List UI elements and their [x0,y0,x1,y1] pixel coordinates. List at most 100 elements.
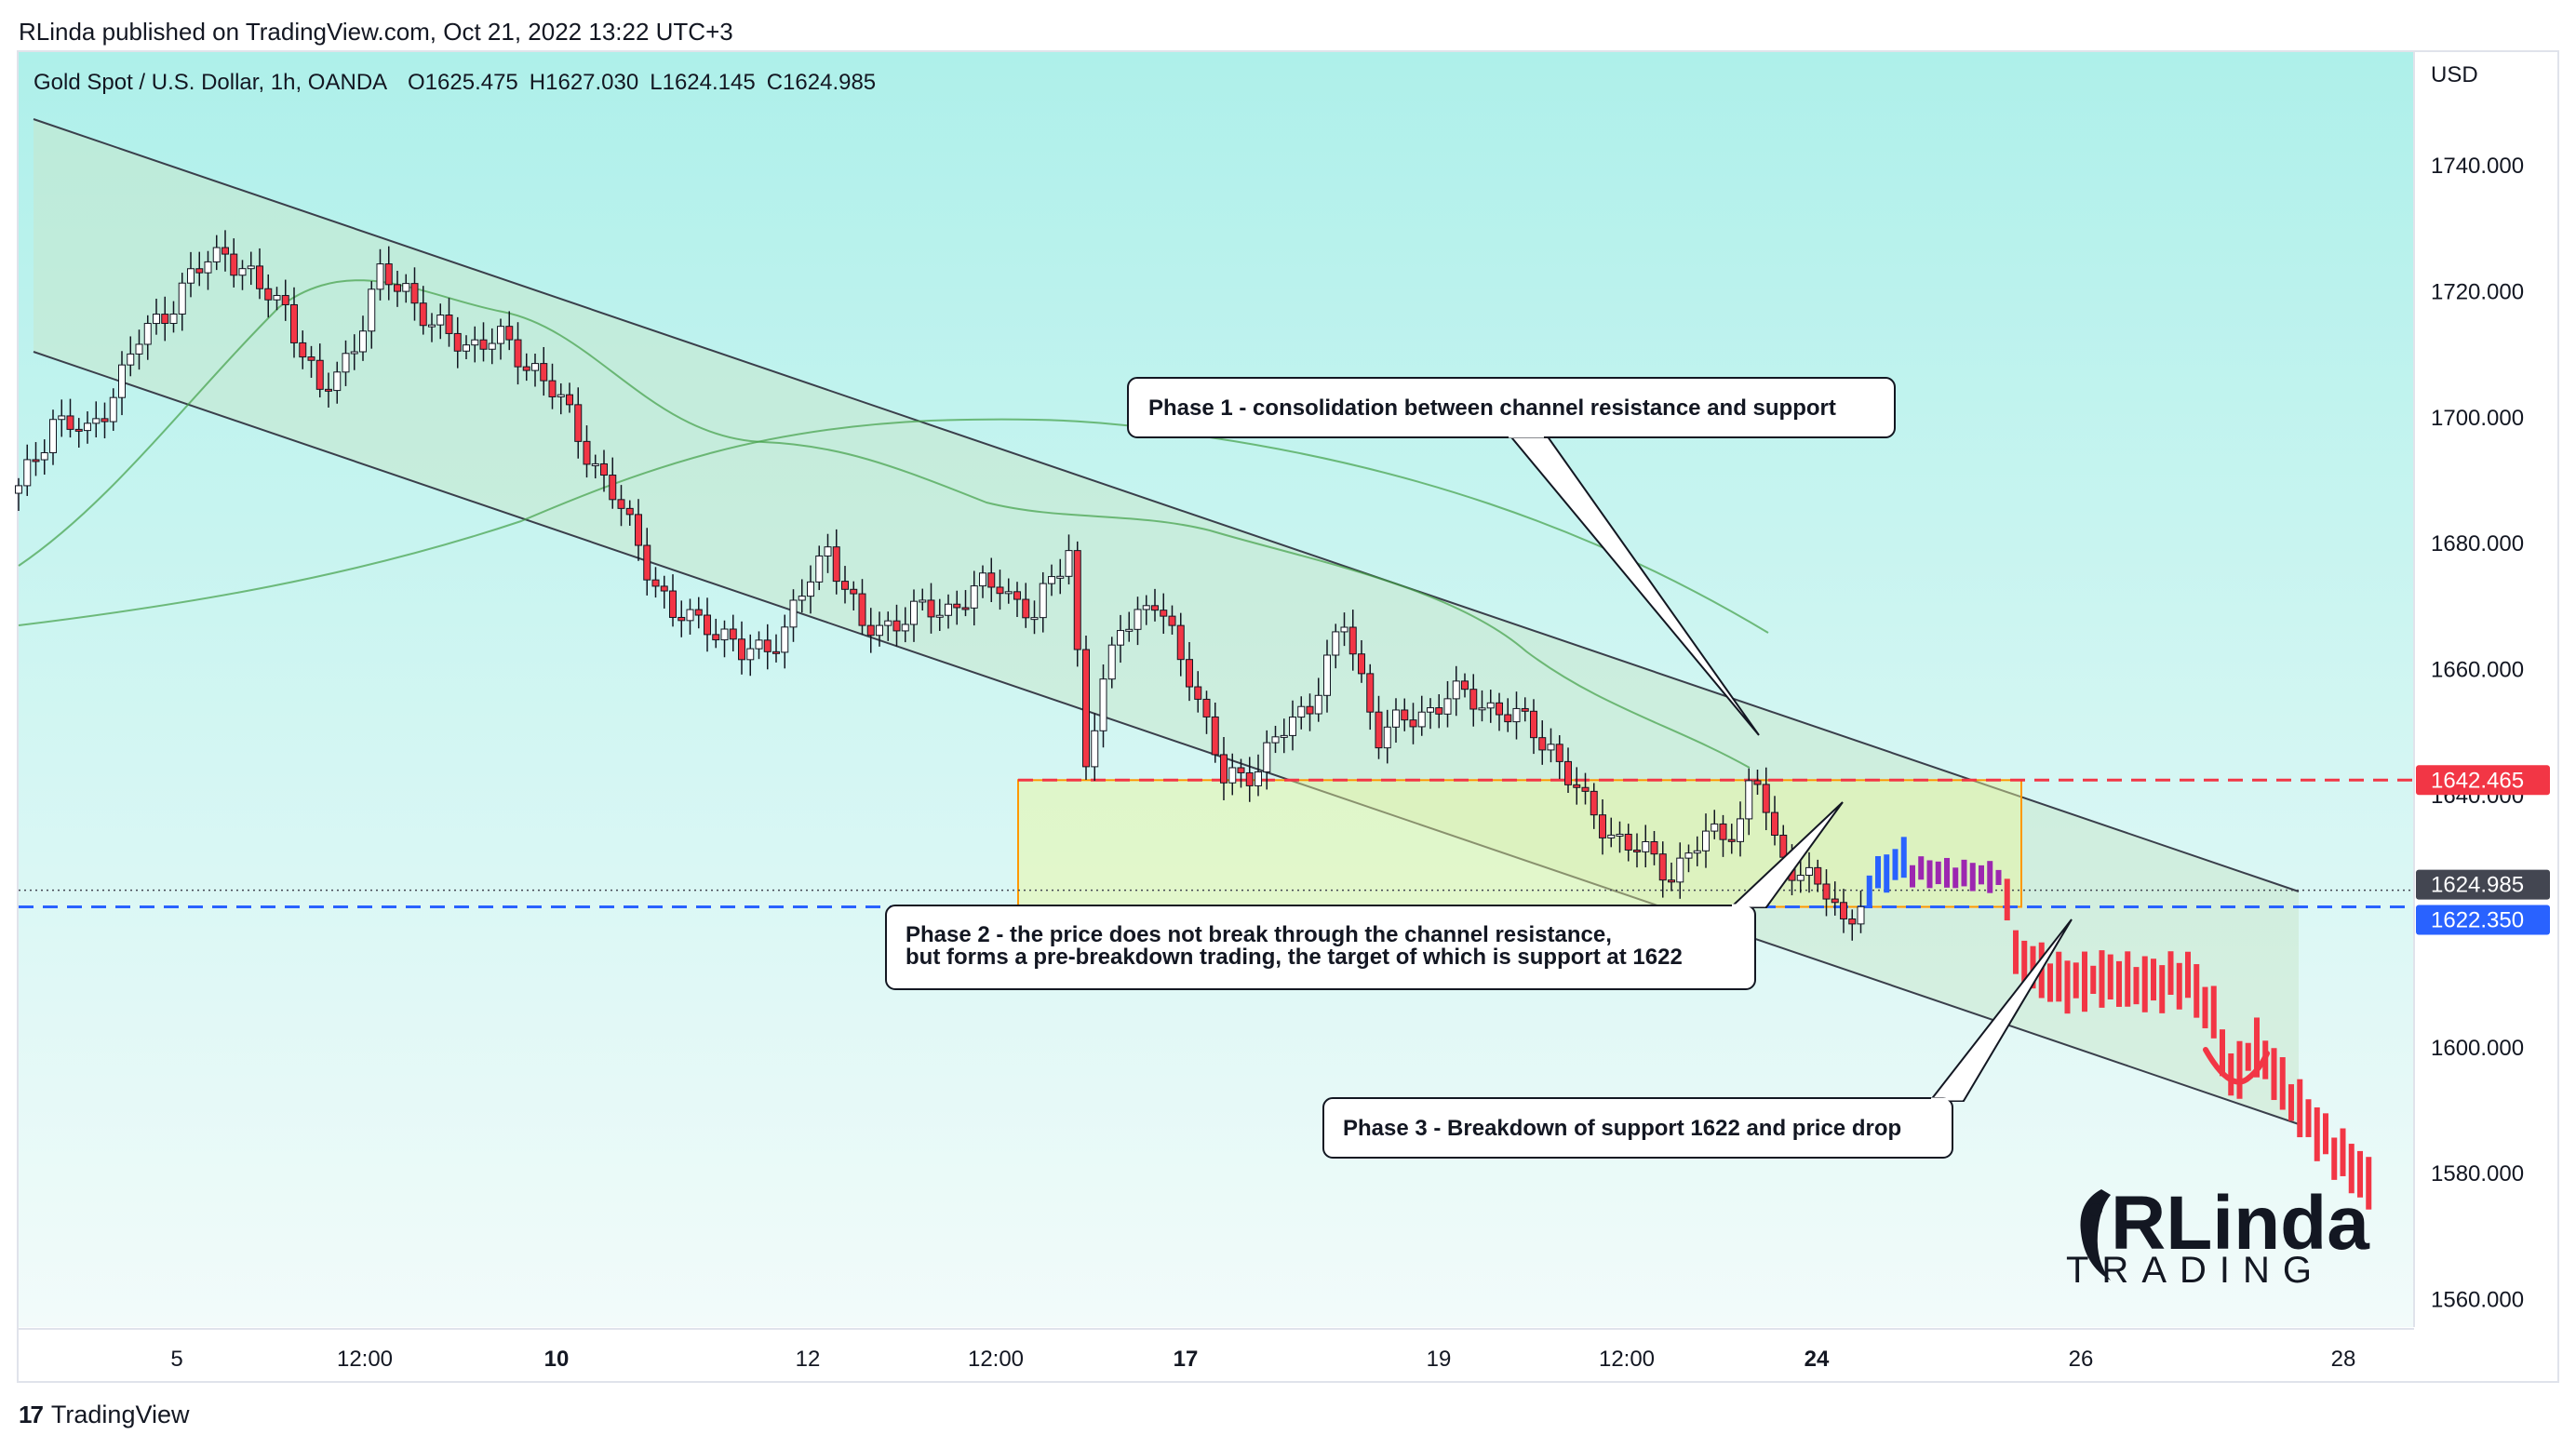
candle-bear [1176,624,1185,661]
time-axis[interactable]: 5 12:00 10 12 12:00 17 19 12:00 24 26 28 [19,1327,2414,1381]
forecast-bar-red [2073,962,2079,999]
forecast-bar-blue [1866,875,1872,906]
time-tick-label: 12:00 [1599,1347,1655,1372]
forecast-bar-red [2314,1107,2320,1161]
candle-bull [746,648,755,661]
candle-bull [1642,840,1650,852]
candle-bear [1633,849,1641,852]
forecast-bar-red [2004,878,2010,921]
candle-bear [445,315,453,334]
forecast-bar-red [2194,964,2200,1018]
forecast-bar-purple [1926,860,1933,889]
symbol-title: Gold Spot / U.S. Dollar, 1h, OANDA [34,70,387,95]
candle-bear [195,268,204,274]
candle-bear [394,284,401,292]
candle-bear [1375,711,1383,749]
phase3-text: Phase 3 - Breakdown of support 1622 and … [1343,1116,1901,1141]
chart-frame[interactable] [17,50,2559,1383]
candle-bull [1142,605,1150,610]
candle-bear [1719,823,1727,840]
candle-bear [892,620,901,632]
price-axis[interactable]: USD 1740.000 1720.000 1700.000 1680.000 1660… [2413,52,2557,1396]
time-tick-label: 10 [544,1347,570,1372]
tradingview-footer[interactable]: 17 TradingView [19,1396,190,1433]
candle-bull [40,451,48,461]
candle-bull [376,263,384,290]
chart-canvas[interactable]: Phase 1 - consolidation between channel … [0,0,2576,1396]
candle-bear [660,585,668,592]
candle-bear [772,650,780,654]
candle-bear [1831,898,1839,904]
candle-bull [273,295,281,301]
phase2-text-line1: Phase 2 - the price does not break throu… [906,922,1612,947]
forecast-bar-red [2202,986,2208,1028]
candle-bear [617,499,625,509]
candle-bull [1684,852,1693,859]
candle-bear [74,428,83,432]
candle-bear [290,303,298,343]
candle-bull [1702,830,1710,851]
price-tag-bg [2416,765,2550,796]
candle-bull [557,394,565,397]
price-tick-label: 1720.000 [2431,279,2524,304]
candle-bull [463,344,470,352]
candle-bear [678,616,686,622]
candle-bear [1082,649,1090,768]
time-tick-label: 28 [2331,1347,2356,1372]
candle-bear [1186,659,1193,688]
candle-bear [1461,680,1469,690]
candle-bear [1658,853,1667,881]
candle-bull [884,620,892,626]
forecast-bar-red [2210,985,2217,1039]
price-tag-label: 1624.985 [2431,873,2524,898]
candle-bull [1443,698,1452,715]
candle-bear [101,418,109,422]
candle-bear [1401,709,1409,721]
candle-bear [625,507,634,516]
candle-bull [1745,780,1753,820]
forecast-bar-red [2254,1017,2260,1078]
candle-bull [488,342,496,350]
candle-bear [1840,902,1847,919]
forecast-bar-red [2236,1040,2243,1099]
candle-bear [1504,714,1512,723]
forecast-bar-purple [1918,856,1925,880]
candle-bull [471,339,479,346]
candle-bull [1117,630,1124,646]
candle-bull [824,546,832,556]
candle-bull [1048,576,1055,584]
candlesticks [15,230,1865,941]
ohlc-open: 1625.475 [425,70,518,95]
candle-bull [1056,575,1065,579]
candle-bear [643,544,651,581]
candle-bear [66,415,74,430]
candle-bear [1306,705,1314,715]
candle-bear [299,342,307,358]
candle-bull [1805,866,1813,877]
forecast-bar-red [2176,962,2182,1010]
candle-bull [1314,694,1322,715]
candle-bull [15,485,22,494]
candle-bull [1478,707,1486,711]
forecast-bar-purple [1952,867,1959,889]
phase3-box [1322,1097,1953,1159]
ohlc-close: 1624.985 [783,70,876,95]
price-tick-label: 1600.000 [2431,1036,2524,1061]
published-by-text: RLinda published on TradingView.com, Oct… [19,18,733,46]
candle-bear [161,314,169,325]
candle-bull [1392,709,1400,728]
candle-bull [1427,707,1434,713]
candle-bull [591,463,599,466]
candle-bull [1693,850,1701,854]
candle-bear [307,356,315,361]
candle-bull [212,247,221,262]
tradingview-logo-icon: 17 [19,1400,44,1428]
candle-bull [1039,583,1047,619]
candle-bull [919,599,927,603]
price-tick-label: 1700.000 [2431,406,2524,431]
forecast-bar-red [2064,960,2071,1014]
candle-bull [1107,644,1116,680]
candle-bear [961,607,970,610]
candle-bull [169,313,178,325]
candle-bear [264,288,273,301]
